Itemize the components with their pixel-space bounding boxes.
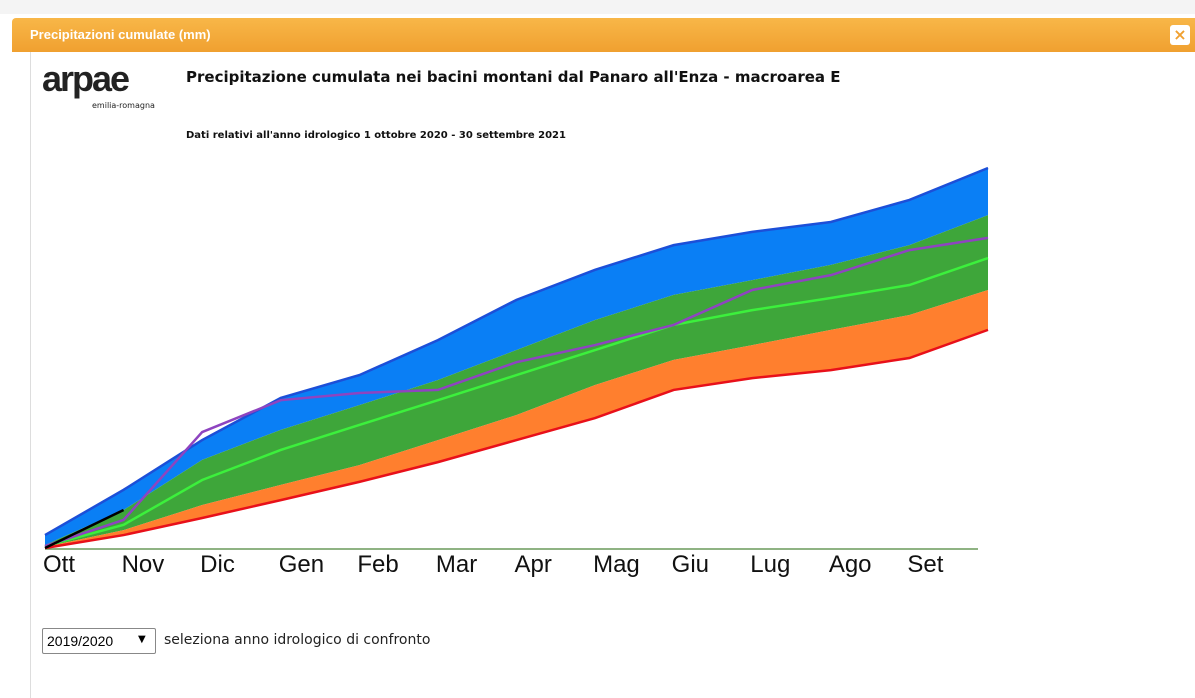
x-tick-label: Nov — [122, 551, 165, 578]
x-tick-label: Feb — [357, 551, 398, 578]
background-strip — [0, 0, 1195, 14]
band — [45, 289, 988, 548]
x-tick-label: Ott — [43, 551, 75, 578]
logo: arpae — [42, 58, 130, 99]
x-tick-label: Set — [907, 551, 943, 578]
chart-title: Precipitazione cumulata nei bacini monta… — [186, 68, 841, 86]
chart-subtitle: Dati relativi all'anno idrologico 1 otto… — [186, 130, 566, 141]
x-tick-label: Mar — [436, 551, 477, 578]
x-tick-label: Giu — [672, 551, 709, 578]
line — [44, 508, 125, 550]
year-select[interactable]: 2019/2020 — [42, 628, 156, 654]
line — [44, 166, 989, 537]
dialog-header — [12, 18, 1195, 52]
x-tick-label: Gen — [279, 551, 324, 578]
close-button[interactable]: × — [1170, 25, 1190, 45]
x-tick-label: Lug — [750, 551, 790, 578]
dialog-title: Precipitazioni cumulate (mm) — [30, 27, 211, 42]
line — [44, 256, 989, 548]
select-arrow[interactable]: ▼ — [138, 634, 146, 645]
select-label: seleziona anno idrologico di confronto — [164, 632, 431, 648]
line — [44, 328, 989, 550]
line — [44, 236, 989, 548]
band — [45, 215, 988, 547]
x-tick-label: Ago — [829, 551, 872, 578]
x-tick-label: Mag — [593, 551, 640, 578]
logo-subtitle: emilia-romagna — [92, 101, 155, 110]
x-tick-label: Apr — [515, 551, 552, 578]
x-tick-label: Dic — [200, 551, 235, 578]
band — [45, 168, 988, 545]
